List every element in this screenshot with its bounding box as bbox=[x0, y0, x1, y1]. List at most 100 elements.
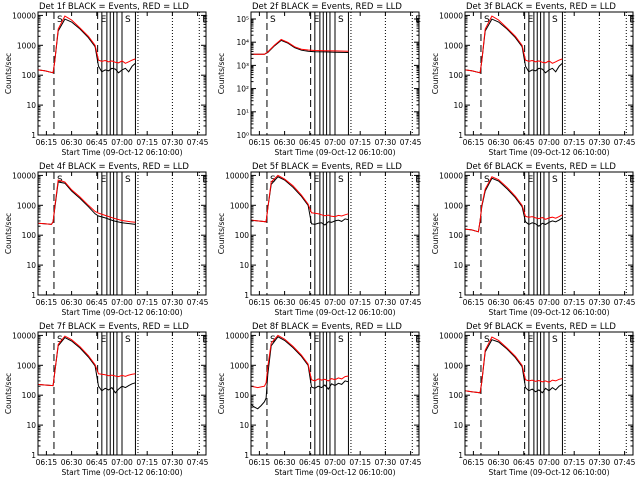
lld-series-line bbox=[37, 179, 136, 225]
interval-marker-label: S bbox=[552, 175, 558, 185]
x-tick-label: 07:15 bbox=[563, 298, 585, 307]
x-tick-label: 06:30 bbox=[274, 298, 296, 307]
interval-marker-label: S bbox=[125, 15, 131, 25]
x-tick-label: 07:00 bbox=[538, 298, 560, 307]
y-tick-label: 10 bbox=[453, 101, 463, 110]
y-axis-label: Counts/sec bbox=[217, 213, 226, 254]
x-tick-label: 07:00 bbox=[111, 298, 133, 307]
interval-marker-label: S bbox=[125, 175, 131, 185]
events-series-line bbox=[464, 339, 563, 394]
interval-marker-label: S bbox=[338, 335, 344, 345]
x-tick-label: 07:45 bbox=[400, 458, 422, 467]
x-tick-label: 07:45 bbox=[187, 298, 209, 307]
x-tick-label: 07:00 bbox=[111, 458, 133, 467]
reference-lines bbox=[53, 332, 200, 455]
interval-marker-label: E bbox=[528, 175, 534, 185]
y-tick-label: 100 bbox=[235, 391, 250, 400]
x-tick-label: 07:15 bbox=[136, 138, 158, 147]
interval-marker-label: S bbox=[484, 175, 490, 185]
lld-series-line bbox=[464, 15, 563, 74]
interval-marker-label: S bbox=[484, 15, 490, 25]
x-tick-label: 06:15 bbox=[36, 458, 58, 467]
interval-marker-label: S bbox=[270, 335, 276, 345]
y-axis-label: Counts/sec bbox=[4, 373, 13, 414]
interval-marker-label: S bbox=[552, 15, 558, 25]
interval-marker-label: E bbox=[528, 335, 534, 345]
reference-lines bbox=[480, 12, 627, 135]
events-series-line bbox=[37, 336, 136, 394]
y-tick-label: 100 bbox=[449, 71, 464, 80]
reference-lines bbox=[266, 172, 413, 295]
x-tick-label: 06:45 bbox=[513, 458, 535, 467]
y-tick-label: 1000 bbox=[444, 361, 463, 370]
y-tick-label: 1 bbox=[31, 131, 36, 140]
events-series-line bbox=[250, 176, 349, 226]
y-axis-label: Counts/sec bbox=[431, 373, 440, 414]
x-axis-label: Start Time (09-Oct-12 06:10:00) bbox=[488, 308, 609, 317]
reference-lines bbox=[480, 332, 627, 455]
y-tick-label: 10000 bbox=[12, 171, 36, 180]
interval-marker-label: S bbox=[57, 175, 63, 185]
y-tick-label: 100 bbox=[449, 391, 464, 400]
x-tick-label: 06:15 bbox=[249, 458, 271, 467]
interval-marker-label: S bbox=[57, 335, 63, 345]
x-tick-label: 06:30 bbox=[274, 458, 296, 467]
x-tick-label: 06:30 bbox=[488, 298, 510, 307]
y-tick-label: 10000 bbox=[12, 11, 36, 20]
y-tick-label: 1 bbox=[31, 291, 36, 300]
interval-marker-label: S bbox=[57, 15, 63, 25]
y-tick-label: 1000 bbox=[444, 201, 463, 210]
interval-marker-label: E bbox=[101, 15, 107, 25]
x-tick-label: 06:15 bbox=[249, 138, 271, 147]
x-tick-label: 06:15 bbox=[36, 138, 58, 147]
interval-marker-label: E bbox=[314, 15, 320, 25]
y-tick-label: 10000 bbox=[439, 11, 463, 20]
events-series-line bbox=[37, 18, 136, 74]
y-tick-label: 1000 bbox=[17, 361, 36, 370]
x-tick-label: 07:30 bbox=[375, 138, 397, 147]
x-tick-label: 07:30 bbox=[589, 458, 611, 467]
interval-marker-label: S bbox=[270, 15, 276, 25]
y-axis-label: Counts/sec bbox=[4, 213, 13, 254]
x-tick-label: 06:30 bbox=[274, 138, 296, 147]
x-axis-label: Start Time (09-Oct-12 06:10:00) bbox=[61, 308, 182, 317]
x-tick-label: 07:45 bbox=[614, 298, 636, 307]
x-tick-label: 07:15 bbox=[349, 298, 371, 307]
x-tick-label: 07:15 bbox=[349, 138, 371, 147]
y-tick-label: 100 bbox=[449, 231, 464, 240]
detector-panel: Det 2f BLACK = Events, RED = LLDSESE06:1… bbox=[217, 2, 422, 157]
y-tick-label: 1000 bbox=[230, 201, 249, 210]
x-tick-label: 06:30 bbox=[61, 298, 83, 307]
x-tick-label: 06:45 bbox=[86, 458, 108, 467]
interval-marker-label: E bbox=[314, 175, 320, 185]
x-tick-label: 07:15 bbox=[563, 138, 585, 147]
y-tick-label: 100 bbox=[235, 231, 250, 240]
x-tick-label: 07:00 bbox=[538, 138, 560, 147]
x-axis-label: Start Time (09-Oct-12 06:10:00) bbox=[61, 148, 182, 157]
x-axis-label: Start Time (09-Oct-12 06:10:00) bbox=[488, 148, 609, 157]
lld-series-line bbox=[464, 336, 563, 394]
x-axis-label: Start Time (09-Oct-12 06:10:00) bbox=[274, 308, 395, 317]
x-tick-label: 07:30 bbox=[589, 298, 611, 307]
x-tick-label: 06:15 bbox=[463, 138, 485, 147]
x-tick-label: 07:30 bbox=[162, 298, 184, 307]
y-tick-label: 10 bbox=[26, 261, 36, 270]
reference-lines bbox=[480, 172, 627, 295]
y-tick-label: 1 bbox=[31, 451, 36, 460]
x-tick-label: 07:45 bbox=[400, 298, 422, 307]
x-tick-label: 07:30 bbox=[162, 138, 184, 147]
y-tick-label: 10000 bbox=[439, 171, 463, 180]
x-tick-label: 07:45 bbox=[187, 458, 209, 467]
panel-title: Det 2f BLACK = Events, RED = LLD bbox=[252, 2, 402, 12]
panel-title: Det 5f BLACK = Events, RED = LLD bbox=[252, 162, 402, 172]
interval-marker-label: S bbox=[484, 335, 490, 345]
panel-title: Det 8f BLACK = Events, RED = LLD bbox=[252, 322, 402, 332]
x-tick-label: 06:45 bbox=[86, 138, 108, 147]
events-series-line bbox=[251, 39, 349, 55]
